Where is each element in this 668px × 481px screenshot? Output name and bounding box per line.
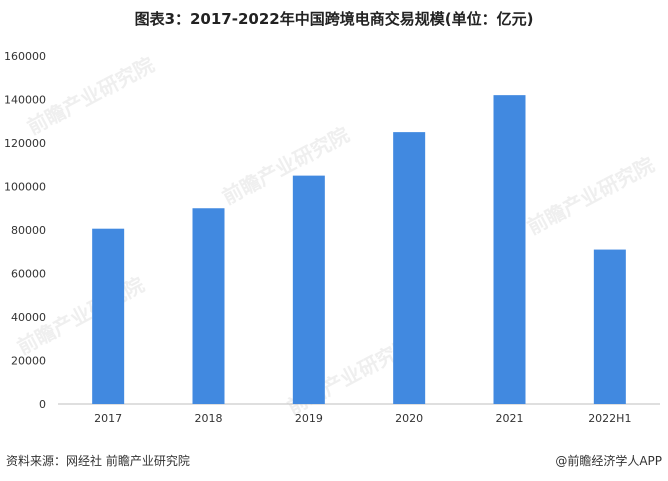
y-tick-label: 60000 bbox=[11, 268, 46, 281]
y-tick-label: 20000 bbox=[11, 355, 46, 368]
bar-2019 bbox=[292, 175, 325, 404]
y-tick-label: 80000 bbox=[11, 224, 46, 237]
bar-2017 bbox=[92, 228, 125, 404]
y-tick-label: 100000 bbox=[4, 181, 46, 194]
bar-2021 bbox=[493, 95, 526, 405]
bar-2022H1 bbox=[593, 249, 626, 404]
y-tick-label: 120000 bbox=[4, 137, 46, 150]
x-tick-label: 2017 bbox=[94, 412, 122, 425]
bar-2020 bbox=[393, 132, 426, 404]
x-tick-label: 2019 bbox=[295, 412, 323, 425]
y-tick-label: 160000 bbox=[4, 50, 46, 63]
y-tick-label: 0 bbox=[39, 398, 46, 411]
chart-title: 图表3：2017-2022年中国跨境电商交易规模(单位：亿元) bbox=[134, 10, 534, 28]
x-tick-label: 2020 bbox=[395, 412, 423, 425]
x-tick-label: 2022H1 bbox=[588, 412, 631, 425]
brand-credit: @前瞻经济学人APP bbox=[555, 454, 662, 468]
x-tick-label: 2018 bbox=[195, 412, 223, 425]
source-note: 资料来源：网经社 前瞻产业研究院 bbox=[6, 454, 190, 468]
y-tick-label: 140000 bbox=[4, 94, 46, 107]
x-tick-label: 2021 bbox=[496, 412, 524, 425]
bar-2018 bbox=[192, 208, 225, 404]
y-tick-label: 40000 bbox=[11, 311, 46, 324]
